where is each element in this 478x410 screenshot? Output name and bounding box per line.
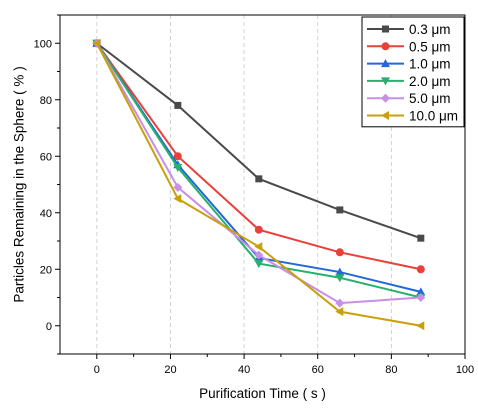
legend-label-4: 5.0 μm xyxy=(409,91,451,106)
y-tick-label-20: 20 xyxy=(40,264,52,276)
y-tick-label-80: 80 xyxy=(40,95,52,107)
data-point-4-4 xyxy=(416,293,426,302)
series-lines xyxy=(92,38,426,331)
data-point-3-1 xyxy=(173,164,183,173)
data-point-0-2 xyxy=(255,175,263,183)
x-tick-label-100: 100 xyxy=(456,364,474,376)
legend-swatch-marker xyxy=(381,42,390,51)
data-point-5-3 xyxy=(335,307,344,317)
legend-label-1: 0.5 μm xyxy=(409,39,451,54)
legend-swatch-marker xyxy=(382,25,389,33)
data-point-5-4 xyxy=(416,321,425,331)
data-point-1-3 xyxy=(335,248,344,257)
x-tick-label-60: 60 xyxy=(312,364,324,376)
x-axis-title: Purification Time ( s ) xyxy=(199,386,326,401)
data-point-1-4 xyxy=(416,265,425,274)
data-point-3-2 xyxy=(254,260,264,269)
data-point-5-2 xyxy=(254,242,263,252)
legend-label-2: 1.0 μm xyxy=(409,57,451,72)
legend: 0.3 μm 0.5 μm 1.0 μm 2.0 μm 5.0 μm 10.0 μm xyxy=(361,16,465,128)
legend-swatch-marker xyxy=(381,111,389,120)
x-tick-label-20: 20 xyxy=(164,364,176,376)
x-tick-label-40: 40 xyxy=(238,364,250,376)
legend-label-3: 2.0 μm xyxy=(409,74,451,89)
data-point-4-2 xyxy=(254,250,264,260)
data-point-0-4 xyxy=(417,234,425,242)
data-point-4-1 xyxy=(173,182,183,192)
y-tick-label-0: 0 xyxy=(46,321,52,333)
legend-item-2: 1.0 μm xyxy=(367,57,451,72)
series-5 xyxy=(92,38,425,331)
data-point-2-3 xyxy=(335,267,345,276)
x-tick-label-0: 0 xyxy=(94,364,100,376)
legend-label-5: 10.0 μm xyxy=(409,109,458,124)
legend-box xyxy=(361,16,465,128)
y-tick-label-40: 40 xyxy=(40,208,52,220)
y-tick-label-60: 60 xyxy=(40,151,52,163)
data-point-3-3 xyxy=(335,274,345,283)
legend-item-0: 0.3 μm xyxy=(367,22,451,37)
legend-swatch-marker xyxy=(381,59,390,68)
y-tick-label-100: 100 xyxy=(34,38,52,50)
legend-item-5: 10.0 μm xyxy=(367,109,458,124)
data-point-2-4 xyxy=(416,287,426,296)
legend-item-1: 0.5 μm xyxy=(367,39,451,54)
legend-item-4: 5.0 μm xyxy=(367,91,451,106)
legend-swatch-marker xyxy=(381,77,390,86)
axis-ticks: 0 20 40 60 80 100 0 20 40 60 80 100 xyxy=(34,14,474,376)
legend-label-0: 0.3 μm xyxy=(409,22,451,37)
x-tick-label-80: 80 xyxy=(385,364,397,376)
data-point-0-3 xyxy=(336,206,344,214)
legend-item-3: 2.0 μm xyxy=(367,74,451,89)
data-point-0-1 xyxy=(174,101,182,109)
data-point-1-1 xyxy=(173,152,182,161)
legend-swatch-marker xyxy=(381,93,390,103)
y-axis-title: Particles Remaining in the Sphere ( % ) xyxy=(12,66,27,302)
data-point-1-2 xyxy=(254,225,263,234)
data-point-5-0 xyxy=(92,38,101,48)
data-point-4-3 xyxy=(335,298,345,308)
data-point-5-1 xyxy=(173,194,182,204)
